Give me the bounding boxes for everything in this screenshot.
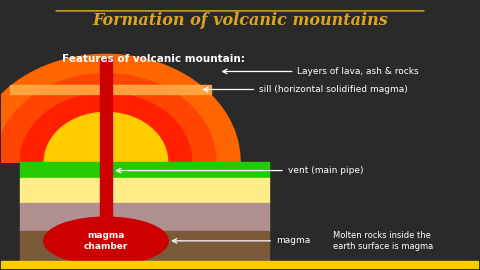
Polygon shape <box>44 112 168 162</box>
Text: Formation of volcanic mountains: Formation of volcanic mountains <box>92 12 388 29</box>
Bar <box>20 231 269 263</box>
Text: Features of volcanic mountain:: Features of volcanic mountain: <box>62 54 245 64</box>
Polygon shape <box>0 261 480 269</box>
Bar <box>100 58 112 231</box>
Ellipse shape <box>44 217 168 265</box>
Text: magma: magma <box>172 236 310 245</box>
Text: Molten rocks inside the
earth surface is magma: Molten rocks inside the earth surface is… <box>333 231 433 251</box>
Bar <box>20 178 269 203</box>
Text: vent (main pipe): vent (main pipe) <box>116 166 363 175</box>
Text: sill (horizontal solidified magma): sill (horizontal solidified magma) <box>204 85 408 94</box>
Bar <box>20 203 269 231</box>
Polygon shape <box>0 55 240 162</box>
Polygon shape <box>0 74 216 162</box>
Text: magma
chamber: magma chamber <box>84 231 128 251</box>
Polygon shape <box>10 85 211 94</box>
Bar <box>20 162 269 178</box>
Polygon shape <box>20 93 192 162</box>
Text: Layers of lava, ash & rocks: Layers of lava, ash & rocks <box>223 67 419 76</box>
